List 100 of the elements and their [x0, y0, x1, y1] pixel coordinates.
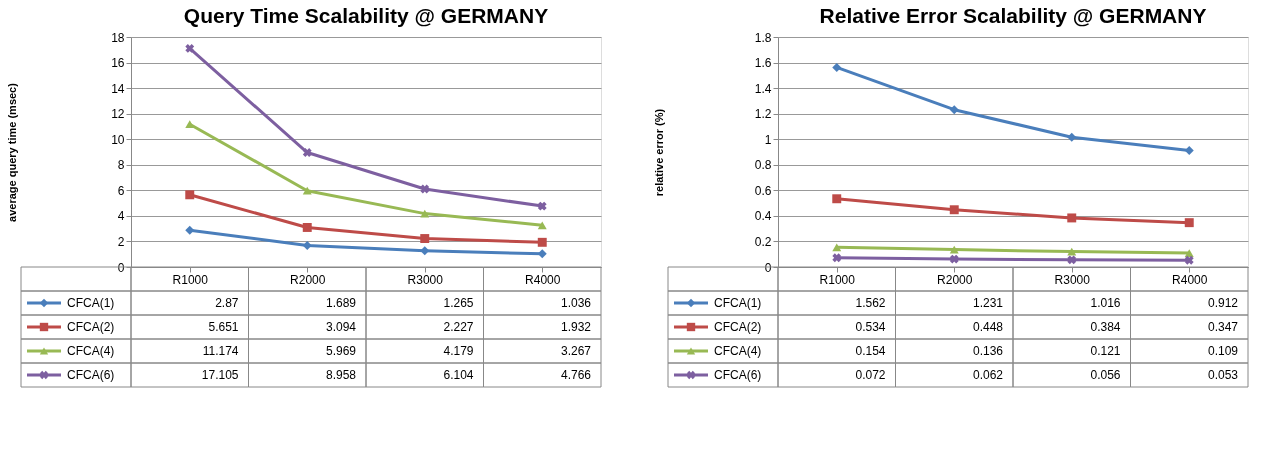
legend-label: CFCA(2): [67, 320, 115, 334]
y-tick-label: 8: [117, 158, 125, 173]
y-tick-label: 16: [111, 56, 125, 71]
y-tick-label: 1.2: [754, 107, 772, 122]
data-label: 3.267: [560, 344, 592, 358]
data-label: 0.534: [855, 320, 886, 334]
point: [949, 205, 959, 215]
data-label: 1.036: [560, 296, 592, 310]
y-tick-label: 0.4: [754, 209, 772, 224]
x-tick-label: R4000: [1172, 272, 1208, 287]
point: [1067, 132, 1077, 142]
y-tick-label: 1: [764, 132, 772, 147]
data-label: 0.121: [1090, 344, 1121, 358]
data-label: 6.104: [443, 368, 474, 382]
y-tick-label: 0: [764, 260, 772, 275]
x-tick-label: R1000: [172, 272, 209, 287]
y-axis-title: relative error (%): [652, 108, 665, 197]
x-tick-label: R2000: [290, 272, 326, 287]
point: [832, 194, 842, 204]
x-tick-label: R4000: [525, 272, 561, 287]
data-label: 0.109: [1207, 344, 1239, 358]
data-label: 0.154: [855, 344, 886, 358]
point: [302, 186, 312, 195]
point: [420, 246, 430, 256]
y-tick-label: 12: [111, 107, 125, 122]
point: [185, 225, 195, 235]
y-tick-label: 1.4: [754, 81, 772, 96]
point: [1184, 145, 1194, 155]
point: [302, 222, 312, 232]
x-tick-label: R3000: [407, 272, 444, 287]
point: [832, 243, 842, 252]
data-label: 1.932: [560, 320, 592, 334]
y-tick-label: 1.6: [754, 56, 772, 71]
point: [832, 253, 842, 263]
legend-label: CFCA(1): [67, 296, 115, 310]
data-label: 0.347: [1207, 320, 1239, 334]
data-label: 17.105: [201, 368, 239, 382]
y-tick-label: 6: [117, 183, 125, 198]
point: [185, 44, 195, 53]
data-label: 0.056: [1090, 368, 1121, 382]
data-label: 4.766: [560, 368, 592, 382]
data-label: 0.912: [1207, 296, 1239, 310]
point: [420, 184, 430, 194]
point: [537, 201, 547, 211]
data-label: 5.969: [325, 344, 357, 358]
data-label: 0.072: [855, 368, 886, 382]
point: [185, 120, 195, 129]
y-tick-label: 4: [117, 209, 125, 224]
y-tick-label: 0.8: [754, 158, 772, 173]
data-label: 2.87: [215, 296, 239, 310]
data-label: 1.265: [443, 296, 474, 310]
y-tick-label: 0: [117, 260, 125, 275]
x-tick-label: R1000: [819, 272, 856, 287]
data-label: 4.179: [443, 344, 474, 358]
legend-label: CFCA(4): [67, 344, 115, 358]
legend-label: CFCA(2): [714, 320, 762, 334]
point: [537, 237, 547, 247]
y-tick-label: 18: [111, 30, 125, 45]
data-label: 1.016: [1090, 296, 1121, 310]
y-tick-label: 0.6: [754, 183, 772, 198]
legend-label: CFCA(6): [67, 368, 115, 382]
data-label: 0.384: [1090, 320, 1121, 334]
y-tick-label: 14: [111, 81, 125, 96]
data-label: 0.062: [972, 368, 1004, 382]
y-axis-title: average query time (msec): [5, 82, 18, 222]
point: [302, 148, 312, 157]
data-label: 0.053: [1207, 368, 1239, 382]
legend-label: CFCA(6): [714, 368, 762, 382]
data-label: 5.651: [208, 320, 239, 334]
point: [302, 240, 312, 250]
chart-title: Query Time Scalability @ GERMANY: [183, 4, 549, 27]
point: [1184, 249, 1194, 257]
data-label: 0.136: [972, 344, 1004, 358]
point: [537, 221, 547, 230]
point: [420, 234, 430, 244]
x-tick-label: R2000: [937, 272, 973, 287]
point: [1184, 218, 1194, 228]
y-tick-label: 0.2: [754, 234, 772, 249]
point: [1067, 213, 1077, 223]
data-label: 1.231: [972, 296, 1004, 310]
point: [1067, 255, 1077, 265]
y-tick-label: 10: [111, 132, 125, 147]
data-label: 8.958: [325, 368, 357, 382]
data-label: 0.448: [972, 320, 1004, 334]
point: [1184, 255, 1194, 265]
point: [832, 62, 842, 72]
data-label: 11.174: [202, 344, 239, 358]
data-label: 1.562: [855, 296, 886, 310]
data-label: 2.227: [443, 320, 474, 334]
y-tick-label: 2: [117, 234, 125, 249]
legend-label: CFCA(4): [714, 344, 762, 358]
point: [949, 105, 959, 115]
point: [949, 254, 959, 264]
chart-title: Relative Error Scalability @ GERMANY: [819, 4, 1207, 27]
data-label: 1.689: [325, 296, 357, 310]
point: [185, 190, 195, 200]
x-tick-label: R3000: [1054, 272, 1091, 287]
data-label: 3.094: [325, 320, 357, 334]
y-tick-label: 1.8: [754, 30, 772, 45]
legend-label: CFCA(1): [714, 296, 762, 310]
